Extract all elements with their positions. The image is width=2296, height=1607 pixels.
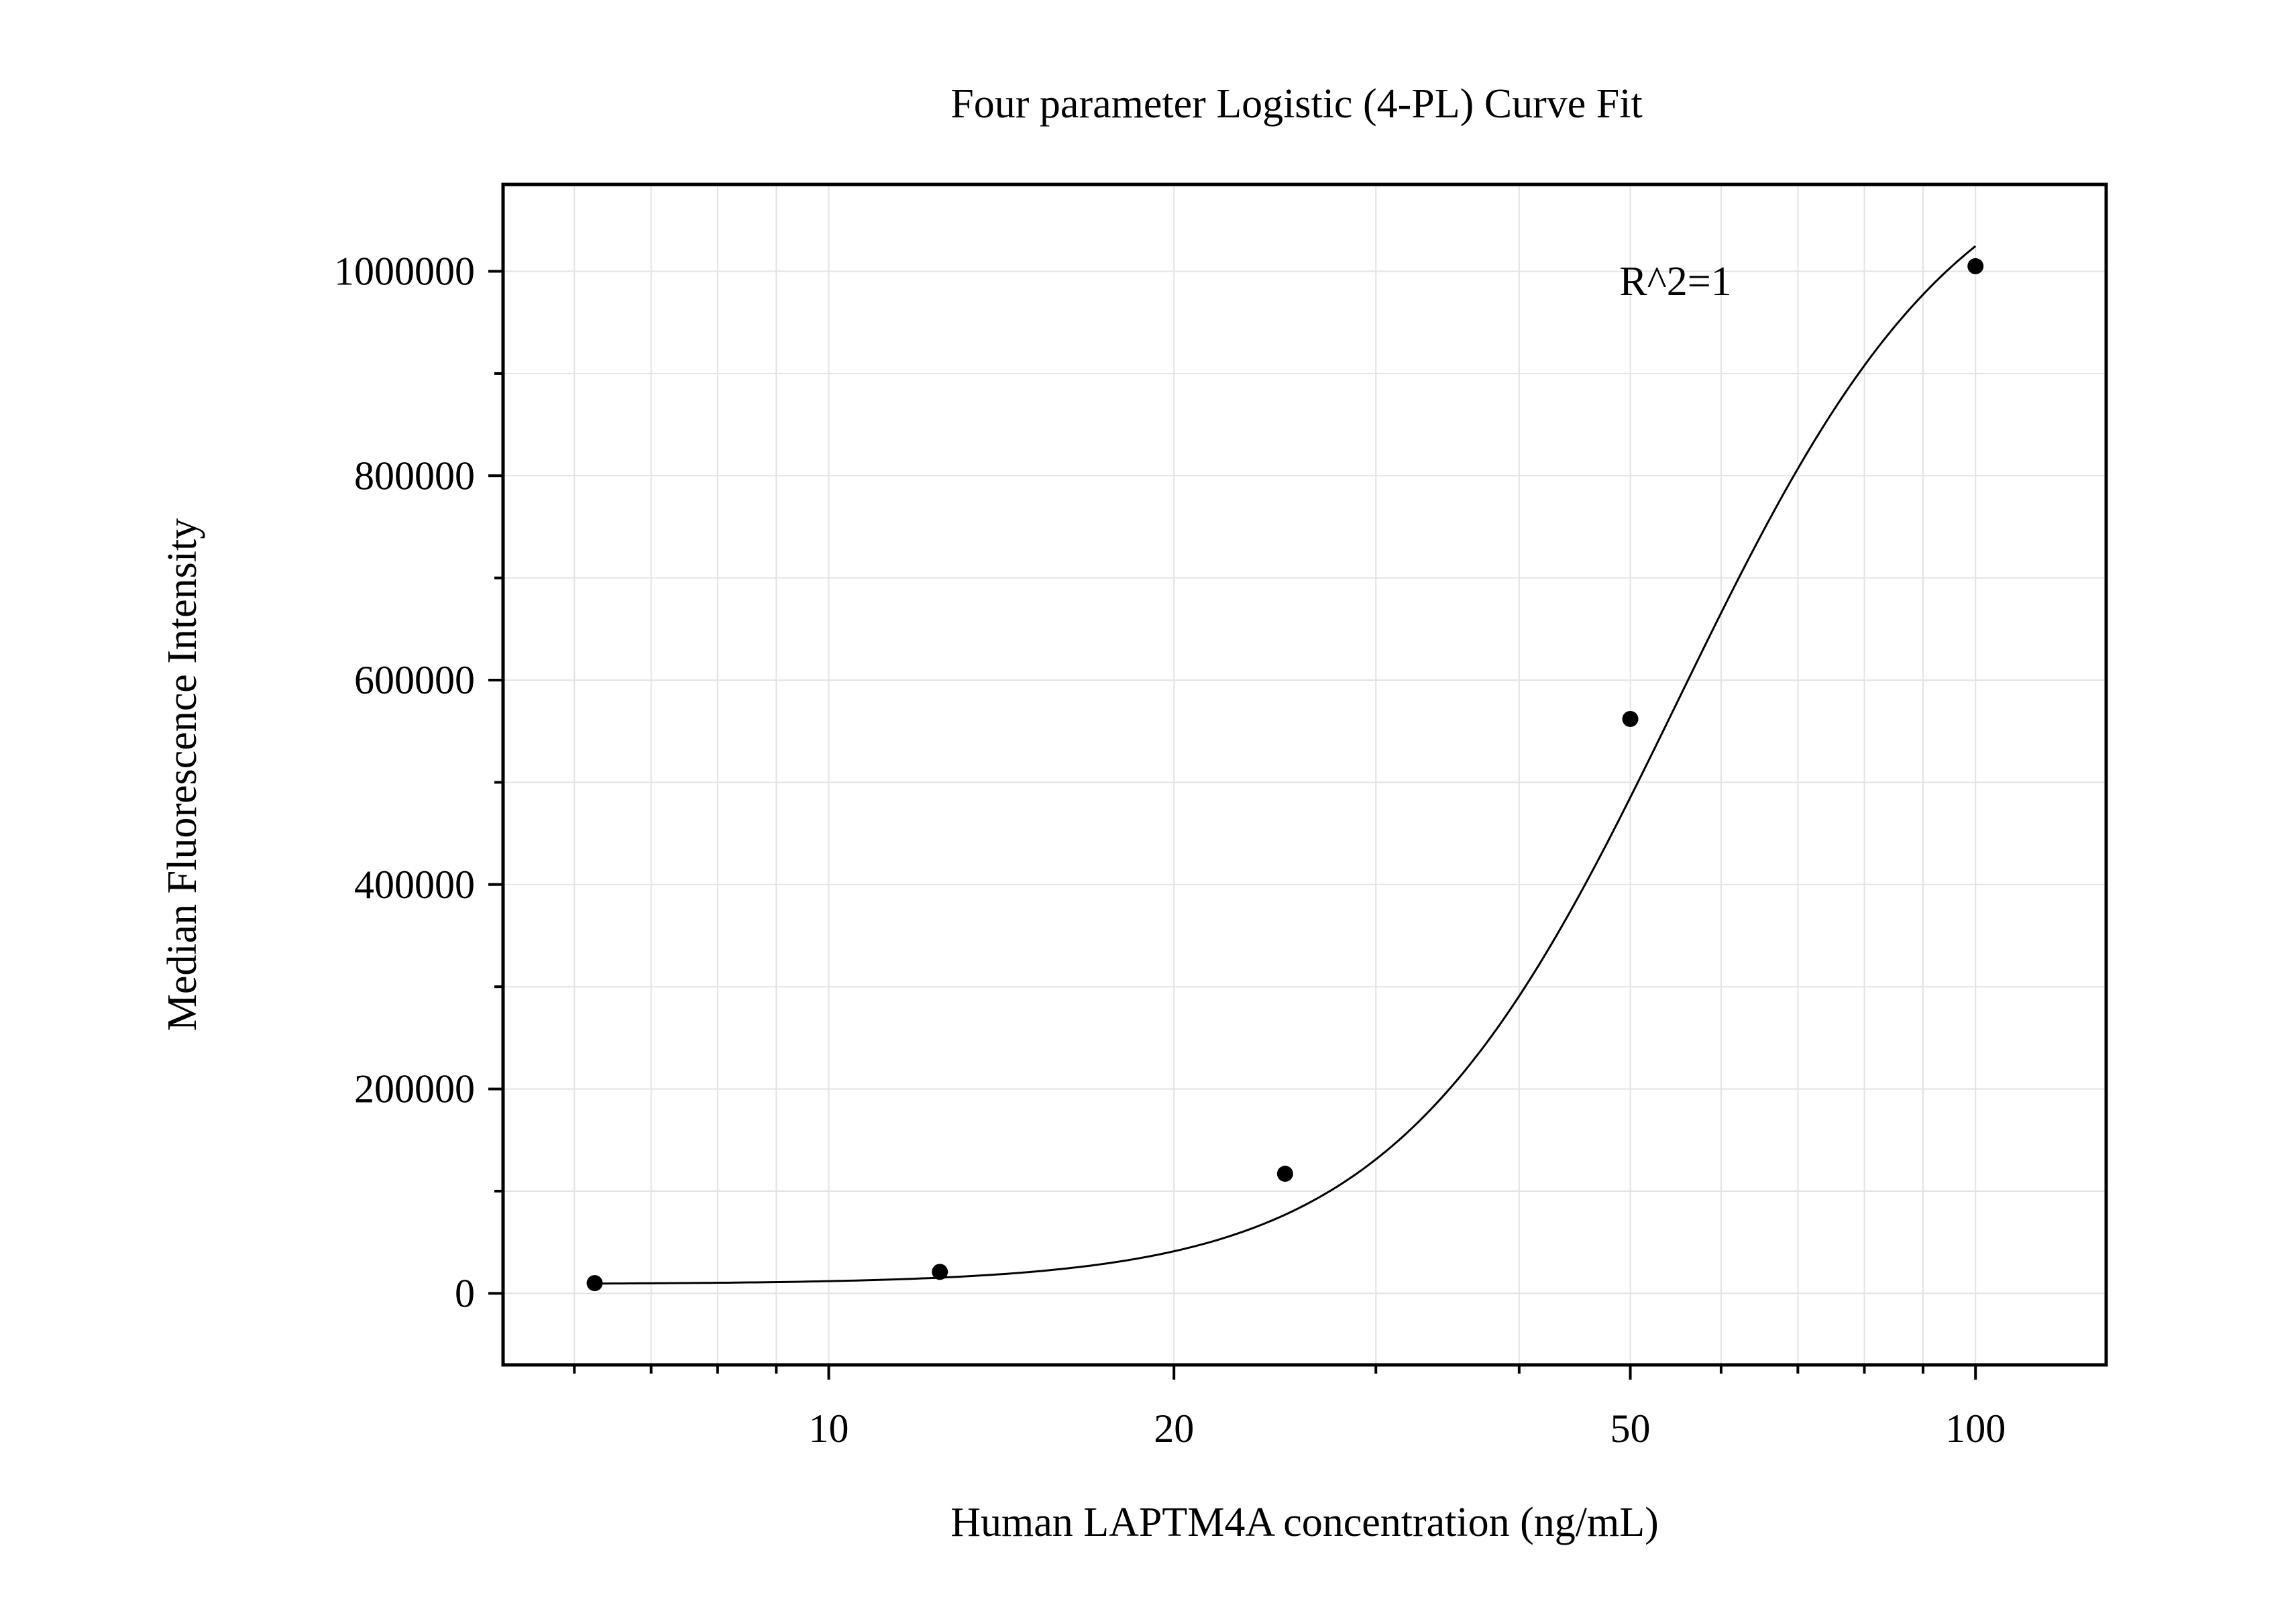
fit-curve-line xyxy=(594,245,1977,1285)
y-tick-label: 1000000 xyxy=(334,250,475,294)
data-point xyxy=(1276,1166,1293,1182)
x-axis-label: Human LAPTM4A concentration (ng/mL) xyxy=(950,1500,1659,1545)
point-layer xyxy=(586,258,1984,1292)
y-axis-label: Median Fluorescence Intensity xyxy=(160,518,205,1031)
x-tick-label: 100 xyxy=(1945,1406,2006,1451)
y-tick-label: 0 xyxy=(455,1271,475,1315)
tick-layer: 10 20 50 100 0 200000 400000 600000 800000 100000… xyxy=(334,250,2006,1451)
y-tick-label: 600000 xyxy=(354,658,475,702)
y-tick-label: 200000 xyxy=(354,1067,475,1111)
x-tick-label: 20 xyxy=(1154,1406,1194,1451)
r2-annotation: R^2=1 xyxy=(1619,259,1731,304)
y-tick-label: 400000 xyxy=(354,863,475,907)
data-point xyxy=(932,1264,948,1280)
y-tick-label: 800000 xyxy=(354,453,475,498)
data-point xyxy=(586,1275,603,1292)
data-point xyxy=(1622,710,1639,727)
grid-layer xyxy=(503,184,2106,1365)
plot-frame xyxy=(501,182,2108,1367)
x-tick-label: 10 xyxy=(809,1406,849,1451)
curve-layer xyxy=(594,245,1977,1285)
chart-title: Four parameter Logistic (4-PL) Curve Fit xyxy=(950,81,1642,127)
data-point xyxy=(1967,258,1984,274)
x-tick-label: 50 xyxy=(1610,1406,1651,1451)
